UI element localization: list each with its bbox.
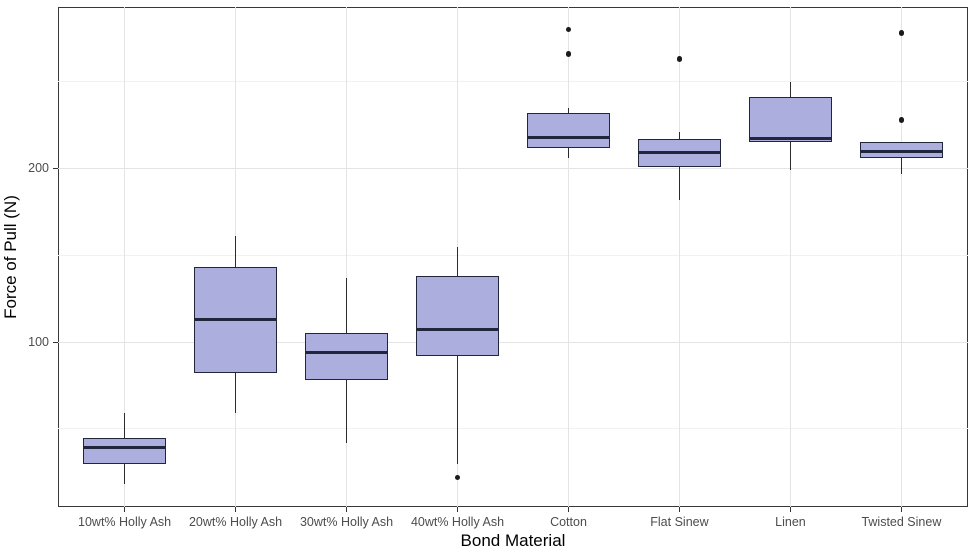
whisker-lower [345, 380, 348, 443]
x-tick-mark [789, 507, 791, 512]
median-line [859, 149, 944, 153]
whisker-lower [678, 166, 681, 200]
x-tick-mark [567, 507, 569, 512]
x-tick-mark [457, 507, 458, 512]
median-line [526, 135, 611, 139]
median-line [748, 137, 833, 141]
whisker-lower [123, 463, 126, 485]
box [748, 97, 833, 143]
gridline-minor [58, 428, 968, 430]
gridline-category [567, 7, 569, 507]
whisker-upper [678, 132, 681, 139]
gridline-major [58, 341, 968, 343]
x-tick-label: 20wt% Holly Ash [188, 515, 283, 529]
whisker-upper [456, 246, 459, 277]
outlier-point [676, 56, 683, 62]
box [415, 276, 500, 356]
whisker-upper [234, 236, 237, 268]
x-tick-label: Flat Sinew [650, 515, 709, 529]
box [82, 437, 167, 464]
gridline-minor [58, 254, 968, 256]
y-tick-label: 100 [28, 335, 49, 350]
median-line [415, 328, 500, 332]
whisker-lower [456, 355, 459, 464]
x-tick-mark [346, 507, 348, 512]
whisker-upper [345, 277, 348, 334]
outlier-point [454, 474, 461, 481]
median-line [304, 350, 389, 354]
x-tick-mark [900, 507, 902, 512]
outlier-point [898, 117, 905, 123]
median-line [82, 446, 167, 450]
whisker-upper [789, 81, 792, 98]
whisker-lower [789, 142, 792, 171]
outlier-point [898, 30, 905, 36]
x-tick-label: 10wt% Holly Ash [78, 515, 172, 529]
gridline-minor [58, 81, 968, 83]
whisker-lower [567, 147, 570, 159]
gridline-major [58, 167, 968, 169]
median-line [193, 318, 278, 321]
outlier-point [565, 51, 572, 57]
x-tick-label: 40wt% Holly Ash [410, 515, 505, 529]
y-tick-mark [53, 341, 58, 343]
x-tick-mark [124, 507, 126, 512]
outlier-point [565, 26, 572, 33]
gridline-category [678, 7, 680, 507]
x-tick-label: 30wt% Holly Ash [299, 515, 394, 529]
gridline-category [789, 7, 791, 507]
x-tick-mark [235, 507, 237, 512]
y-tick-mark [53, 167, 58, 169]
gridline-category [900, 7, 902, 507]
x-tick-label: Cotton [550, 515, 587, 529]
whisker-upper [123, 413, 126, 438]
box [526, 112, 611, 148]
x-axis-title: Bond Material [460, 531, 566, 550]
x-tick-label: Twisted Sinew [861, 515, 942, 529]
y-axis-title: Force of Pull (N) [1, 195, 20, 319]
whisker-lower [234, 373, 237, 414]
whisker-upper [567, 107, 570, 113]
median-line [637, 151, 722, 155]
gridline-category [124, 7, 126, 507]
box [304, 333, 389, 381]
x-tick-mark [678, 507, 680, 512]
whisker-lower [900, 158, 903, 174]
y-tick-label: 200 [28, 161, 49, 176]
gridline-category [346, 7, 348, 507]
x-tick-label: Linen [775, 515, 806, 529]
